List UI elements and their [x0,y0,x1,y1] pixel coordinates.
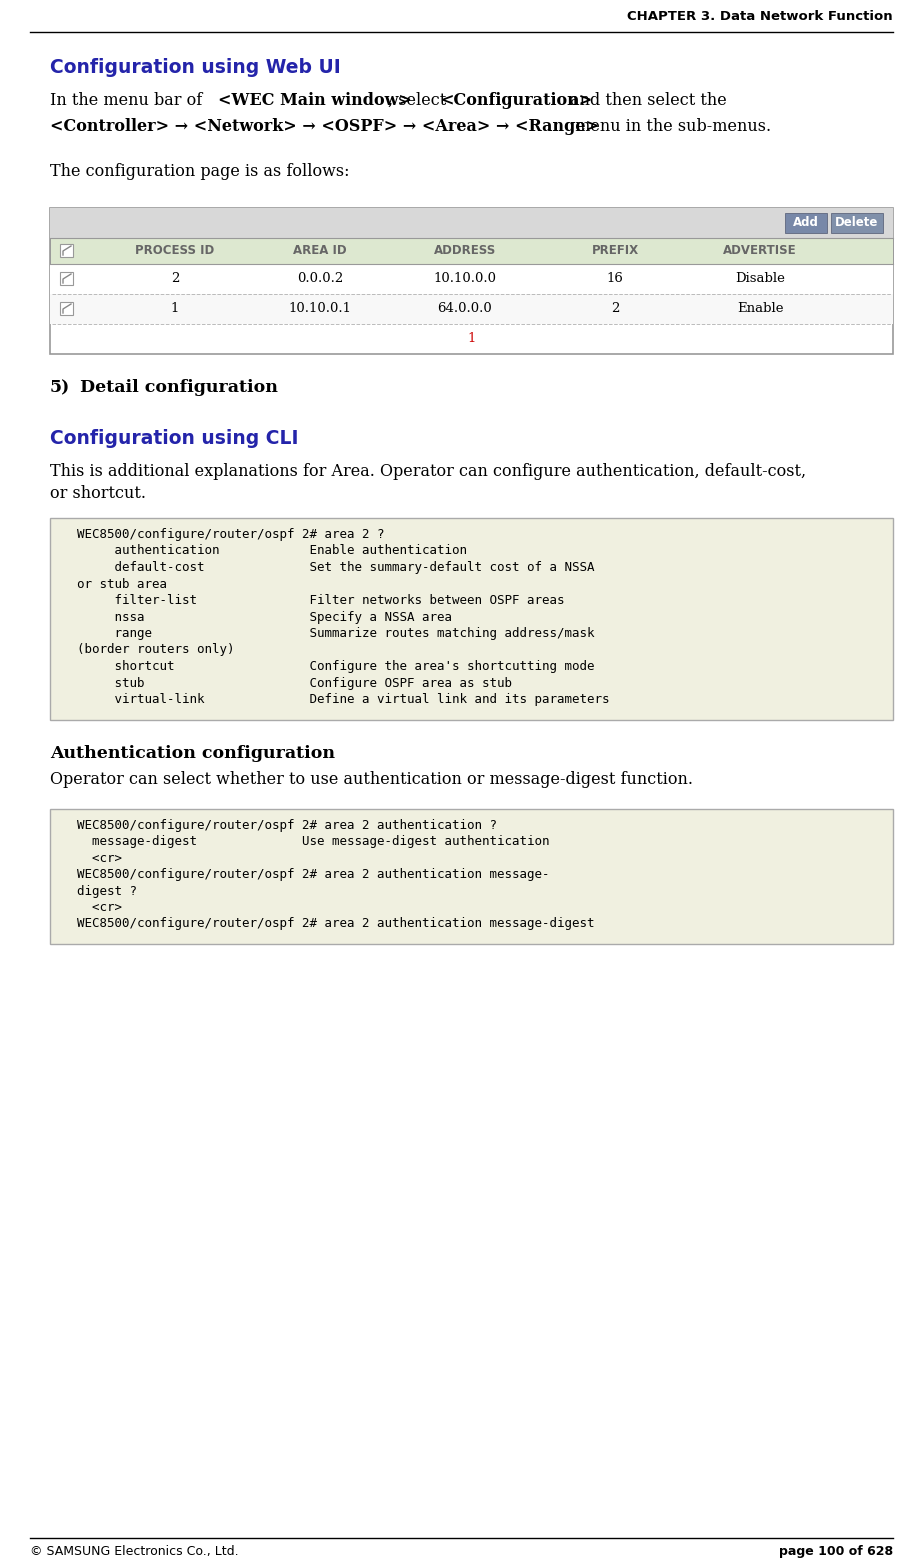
Bar [50,809,893,944]
Text: stub                      Configure OSPF area as stub: stub Configure OSPF area as stub [62,676,512,690]
Text: Authentication configuration: Authentication configuration [50,745,335,762]
Text: This is additional explanations for Area. Operator can configure authentication,: This is additional explanations for Area… [50,463,806,480]
Bar [785,213,827,233]
Text: PREFIX: PREFIX [592,244,639,258]
Text: WEC8500/configure/router/ospf 2# area 2 authentication message-digest: WEC8500/configure/router/ospf 2# area 2 … [62,917,594,931]
Text: or shortcut.: or shortcut. [50,485,146,502]
Text: page 100 of 628: page 100 of 628 [779,1545,893,1559]
Text: PROCESS ID: PROCESS ID [136,244,215,258]
Text: Configuration using Web UI: Configuration using Web UI [50,58,341,77]
Text: 2: 2 [171,272,179,285]
Bar [60,272,73,285]
Text: 2: 2 [611,302,619,316]
Text: 64.0.0.0: 64.0.0.0 [438,302,492,316]
Text: Disable: Disable [735,272,785,285]
Text: , select: , select [388,92,451,110]
Bar [50,238,893,264]
Text: authentication            Enable authentication: authentication Enable authentication [62,545,467,557]
Text: and then select the: and then select the [565,92,726,110]
Bar [831,213,883,233]
Text: or stub area: or stub area [62,577,167,590]
Text: nssa                      Specify a NSSA area: nssa Specify a NSSA area [62,610,452,623]
Text: shortcut                  Configure the area's shortcutting mode: shortcut Configure the area's shortcutti… [62,660,594,673]
Text: filter-list               Filter networks between OSPF areas: filter-list Filter networks between OSPF… [62,595,565,607]
Text: range                     Summarize routes matching address/mask: range Summarize routes matching address/… [62,628,594,640]
Text: message-digest              Use message-digest authentication: message-digest Use message-digest authen… [62,836,549,848]
Bar [60,302,73,315]
Text: In the menu bar of: In the menu bar of [50,92,208,110]
Bar [50,208,893,354]
Text: Operator can select whether to use authentication or message-digest function.: Operator can select whether to use authe… [50,770,693,787]
Text: AREA ID: AREA ID [294,244,347,258]
Text: (border routers only): (border routers only) [62,643,234,656]
Text: 1: 1 [171,302,179,316]
Bar [50,264,893,294]
Text: ADVERTISE: ADVERTISE [724,244,797,258]
Text: Configuration using CLI: Configuration using CLI [50,429,298,448]
Text: 0.0.0.2: 0.0.0.2 [297,272,343,285]
Text: <cr>: <cr> [62,851,122,864]
Bar [50,294,893,324]
Text: <Controller> → <Network> → <OSPF> → <Area> → <Range>: <Controller> → <Network> → <OSPF> → <Are… [50,117,599,135]
Text: CHAPTER 3. Data Network Function: CHAPTER 3. Data Network Function [628,9,893,23]
Text: digest ?: digest ? [62,884,137,897]
Text: Detail configuration: Detail configuration [80,379,278,396]
Text: virtual-link              Define a virtual link and its parameters: virtual-link Define a virtual link and i… [62,693,609,706]
Text: 10.10.0.1: 10.10.0.1 [289,302,352,316]
Text: 16: 16 [606,272,623,285]
Text: WEC8500/configure/router/ospf 2# area 2 ?: WEC8500/configure/router/ospf 2# area 2 … [62,527,385,541]
Text: WEC8500/configure/router/ospf 2# area 2 authentication message-: WEC8500/configure/router/ospf 2# area 2 … [62,869,549,881]
Text: Enable: Enable [737,302,784,316]
Text: Delete: Delete [835,216,879,230]
Bar [60,244,73,257]
Text: default-cost              Set the summary-default cost of a NSSA: default-cost Set the summary-default cos… [62,560,594,574]
Text: 10.10.0.0: 10.10.0.0 [434,272,497,285]
Text: <cr>: <cr> [62,901,122,914]
Text: 1: 1 [467,332,475,346]
Text: 5): 5) [50,379,70,396]
Text: The configuration page is as follows:: The configuration page is as follows: [50,163,350,180]
Bar [50,518,893,720]
Text: ADDRESS: ADDRESS [434,244,497,258]
Text: menu in the sub-menus.: menu in the sub-menus. [570,117,771,135]
Text: WEC8500/configure/router/ospf 2# area 2 authentication ?: WEC8500/configure/router/ospf 2# area 2 … [62,818,497,831]
Text: <Configuration>: <Configuration> [440,92,593,110]
Bar [50,208,893,238]
Text: <WEC Main window>: <WEC Main window> [218,92,412,110]
Text: Add: Add [793,216,819,230]
Text: © SAMSUNG Electronics Co., Ltd.: © SAMSUNG Electronics Co., Ltd. [30,1545,239,1559]
